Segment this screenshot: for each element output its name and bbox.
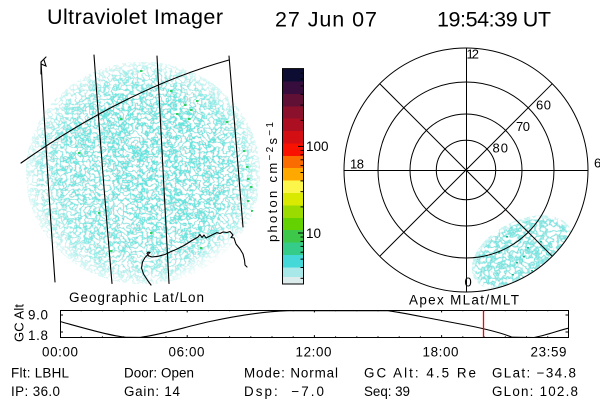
svg-text:9.0: 9.0 xyxy=(28,308,48,323)
svg-text:23:59: 23:59 xyxy=(531,345,567,360)
svg-text:70: 70 xyxy=(516,119,530,134)
svg-text:Mode: Normal: Mode: Normal xyxy=(244,366,338,381)
svg-text:6: 6 xyxy=(594,156,600,171)
svg-text:Door: Open: Door: Open xyxy=(124,366,194,381)
svg-text:27 Jun 07: 27 Jun 07 xyxy=(275,7,377,31)
svg-text:GC Alt: 4.5 Re: GC Alt: 4.5 Re xyxy=(364,366,476,381)
svg-text:photon cm−2s−1: photon cm−2s−1 xyxy=(265,122,280,242)
svg-text:06:00: 06:00 xyxy=(169,345,205,360)
svg-text:0: 0 xyxy=(465,275,472,290)
svg-text:18: 18 xyxy=(350,157,364,172)
svg-text:GC Alt: GC Alt xyxy=(12,304,27,342)
svg-text:18:00: 18:00 xyxy=(423,345,459,360)
svg-text:60: 60 xyxy=(536,98,551,113)
svg-text:12:00: 12:00 xyxy=(296,345,332,360)
svg-text:00:00: 00:00 xyxy=(42,345,78,360)
svg-text:1.8: 1.8 xyxy=(28,328,48,343)
svg-text:19:54:39 UT: 19:54:39 UT xyxy=(437,7,551,31)
svg-text:GLat: −34.8: GLat: −34.8 xyxy=(492,366,576,381)
svg-text:Geographic Lat/Lon: Geographic Lat/Lon xyxy=(69,290,204,305)
svg-text:IP: 36.0: IP: 36.0 xyxy=(11,384,60,399)
svg-text:10: 10 xyxy=(306,226,321,241)
svg-text:GLon: 102.8: GLon: 102.8 xyxy=(492,384,578,399)
svg-text:80: 80 xyxy=(493,141,509,156)
svg-text:Dsp: −7.0: Dsp: −7.0 xyxy=(244,384,324,399)
svg-text:Ultraviolet Imager: Ultraviolet Imager xyxy=(47,5,223,29)
svg-text:Gain: 14: Gain: 14 xyxy=(124,384,181,399)
svg-text:Flt: LBHL: Flt: LBHL xyxy=(11,366,69,381)
svg-text:Seq: 39: Seq: 39 xyxy=(364,384,410,399)
svg-text:Apex MLat/MLT: Apex MLat/MLT xyxy=(409,293,519,308)
svg-text:100: 100 xyxy=(306,139,329,154)
svg-text:12: 12 xyxy=(467,47,480,62)
